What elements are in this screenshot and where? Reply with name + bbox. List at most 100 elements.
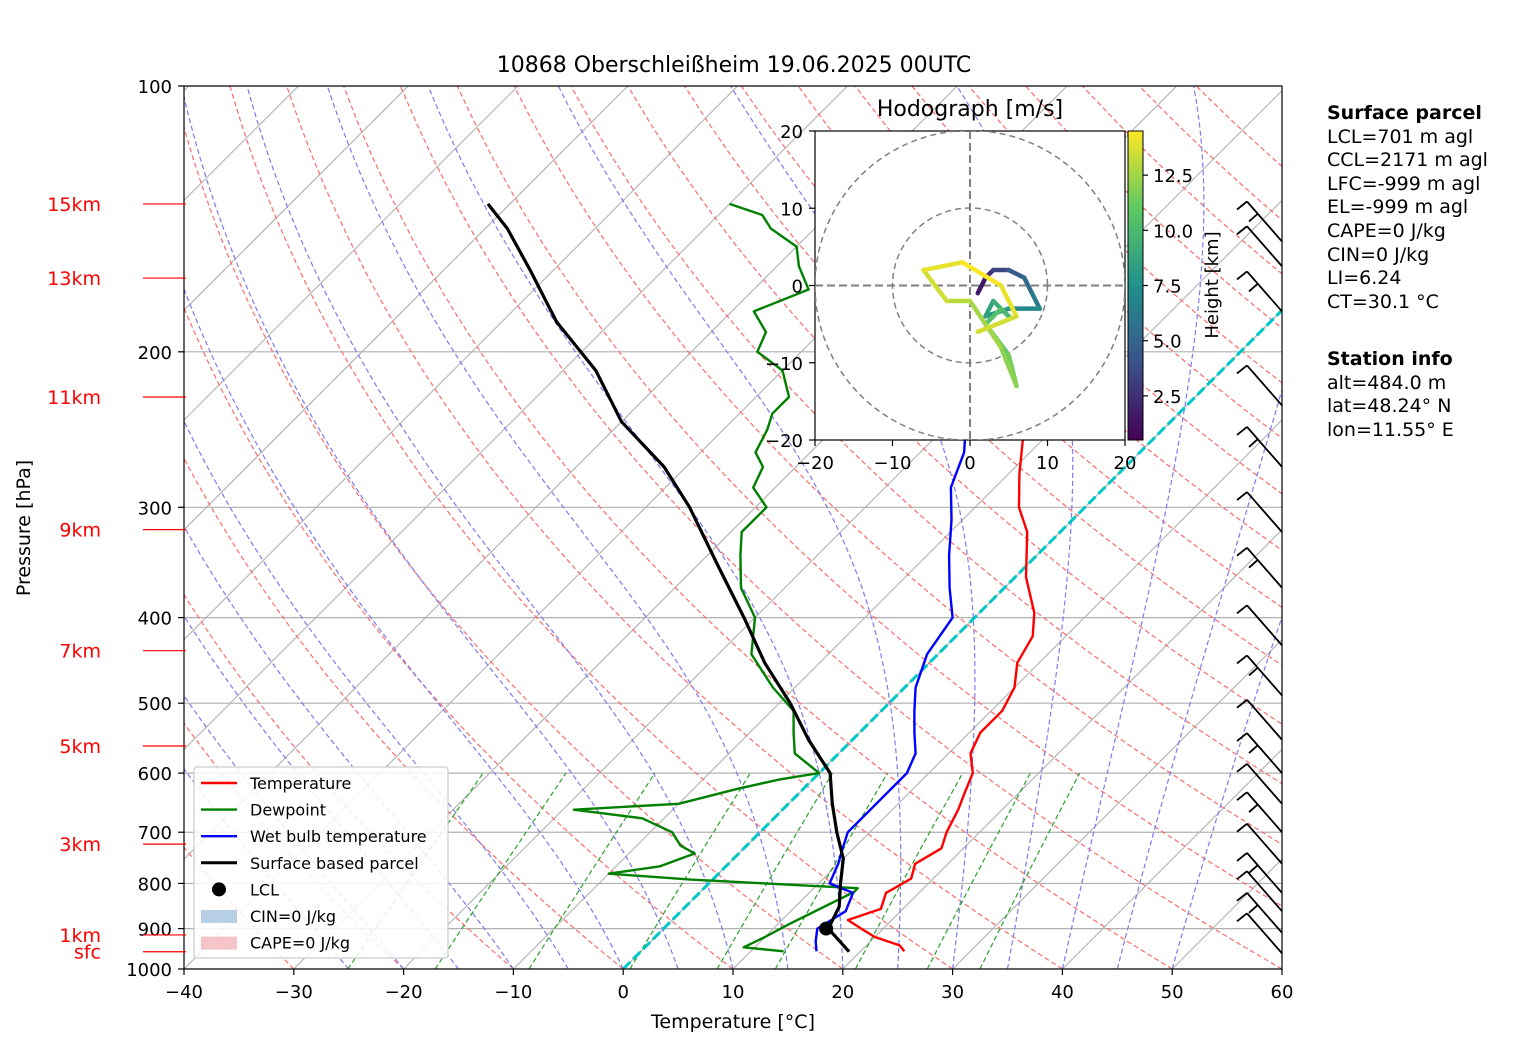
y-tick-label: 600	[138, 764, 172, 785]
y-tick-label: 900	[138, 920, 172, 941]
legend-label: Surface based parcel	[250, 854, 419, 873]
mixing-ratio-line	[434, 772, 567, 969]
y-tick-label: 300	[138, 498, 172, 519]
legend-entry: Wet bulb temperature	[201, 827, 427, 846]
mixing-ratio-line	[528, 772, 656, 969]
wind-barb	[1236, 823, 1283, 865]
isotherm-line	[184, 86, 738, 641]
lfc-value: LFC=-999 m agl	[1327, 172, 1481, 195]
legend-label: Wet bulb temperature	[250, 827, 427, 846]
wind-barb	[1236, 852, 1283, 894]
isotherm-line	[184, 86, 409, 311]
wind-barb	[1236, 763, 1283, 805]
x-tick-label: −30	[275, 982, 313, 1003]
height-label: 3km	[59, 834, 101, 856]
legend-entry: CAPE=0 J/kg	[201, 934, 350, 953]
wind-barbs	[1236, 200, 1283, 954]
hodograph-segment	[998, 283, 1019, 319]
y-tick-label: 1000	[126, 960, 172, 981]
x-tick-label: −20	[385, 982, 423, 1003]
legend-swatch	[201, 910, 237, 923]
hodograph-y-tick-label: 20	[780, 122, 803, 143]
moist-adiabat	[184, 287, 624, 969]
altitude-value: alt=484.0 m	[1327, 371, 1447, 394]
hodograph-frame	[814, 130, 1126, 441]
legend-swatch	[212, 882, 226, 897]
latitude-value: lat=48.24° N	[1327, 395, 1452, 418]
hodograph-x-tick-label: −10	[874, 453, 912, 474]
wind-barb	[1236, 604, 1283, 646]
hodograph: Hodograph [m/s] −20 −10 0 10 20 −20 −10 0 10 20 2.5…	[765, 97, 1223, 474]
x-tick-label: −10	[494, 982, 532, 1003]
legend: Temperature Dewpoint Wet bulb temperature S…	[193, 766, 449, 959]
x-tick-label: 30	[941, 982, 964, 1003]
axes: −40 −30 −20 −10 0 10 20 30 40 50 60100200300400500…	[126, 77, 1293, 1003]
isotherm-line	[184, 86, 519, 421]
colorbar-label: Height [km]	[1202, 231, 1223, 338]
chart-title: 10868 Oberschleißheim 19.06.2025 00UTC	[497, 53, 972, 78]
height-label: 15km	[47, 194, 101, 216]
isotherm-line	[184, 86, 848, 751]
x-tick-label: 60	[1271, 982, 1294, 1003]
dry-adiabat	[570, 86, 1282, 785]
x-axis-label: Temperature [°C]	[650, 1011, 815, 1033]
hodograph-segment	[1006, 267, 1027, 281]
legend-label: Dewpoint	[250, 801, 326, 820]
station-info-panel: Station info alt=484.0 m lat=48.24° N lo…	[1327, 348, 1454, 442]
hodograph-title: Hodograph [m/s]	[877, 97, 1063, 122]
legend-swatch	[201, 936, 237, 950]
hodograph-x-tick-label: 20	[1114, 453, 1137, 474]
hodograph-segment	[1029, 290, 1042, 311]
wind-barb	[1236, 491, 1283, 533]
y-tick-label: 800	[138, 874, 172, 895]
cin-value: CIN=0 J/kg	[1327, 243, 1430, 266]
legend-label: CIN=0 J/kg	[250, 907, 336, 926]
height-label: 5km	[59, 736, 101, 758]
colorbar-tick-label: 7.5	[1153, 277, 1182, 298]
li-value: LI=6.24	[1327, 267, 1402, 290]
el-value: EL=-999 m agl	[1327, 196, 1469, 219]
x-tick-label: 50	[1161, 982, 1184, 1003]
moist-adiabat	[246, 86, 734, 969]
colorbar-tick-label: 10.0	[1153, 221, 1193, 242]
wind-barb	[1236, 426, 1283, 468]
wind-barb	[1236, 892, 1283, 934]
wind-barb	[1236, 791, 1283, 833]
dry-adiabat	[399, 86, 1282, 969]
hodograph-y-tick-label: −20	[765, 431, 803, 452]
y-tick-label: 200	[138, 343, 172, 364]
hodograph-x-tick-label: −20	[796, 453, 834, 474]
moist-adiabat	[184, 614, 459, 969]
wind-barb	[1236, 225, 1283, 267]
colorbar	[1127, 130, 1144, 441]
hodograph-segment	[967, 298, 1004, 350]
hodograph-plot	[815, 131, 1125, 440]
hodograph-segment	[921, 260, 965, 273]
legend-entry: LCL	[212, 880, 279, 899]
legend-label: CAPE=0 J/kg	[250, 934, 350, 953]
isotherm-line	[952, 638, 1282, 969]
height-label: 1km	[59, 925, 101, 947]
moist-adiabat	[557, 86, 902, 969]
x-tick-label: 10	[722, 982, 745, 1003]
dry-adiabat	[184, 306, 734, 969]
legend-entry: Surface based parcel	[201, 854, 419, 873]
isotherm-line	[513, 199, 1282, 969]
dry-adiabat	[286, 86, 1063, 969]
hodograph-segment	[921, 267, 949, 304]
hodograph-y-tick-label: 0	[792, 277, 803, 298]
wind-barb	[1236, 364, 1283, 406]
height-label: sfc	[74, 942, 101, 964]
dry-adiabat	[229, 86, 953, 969]
wind-barb	[1236, 732, 1283, 774]
x-tick-label: −40	[165, 982, 203, 1003]
dewpoint-line	[572, 202, 859, 953]
station-info-heading: Station info	[1327, 348, 1453, 370]
y-tick-label: 700	[138, 823, 172, 844]
freezing-isotherm	[622, 308, 1282, 969]
y-tick-label: 500	[138, 694, 172, 715]
moist-adiabat	[1061, 86, 1205, 969]
wind-barb	[1236, 654, 1283, 697]
